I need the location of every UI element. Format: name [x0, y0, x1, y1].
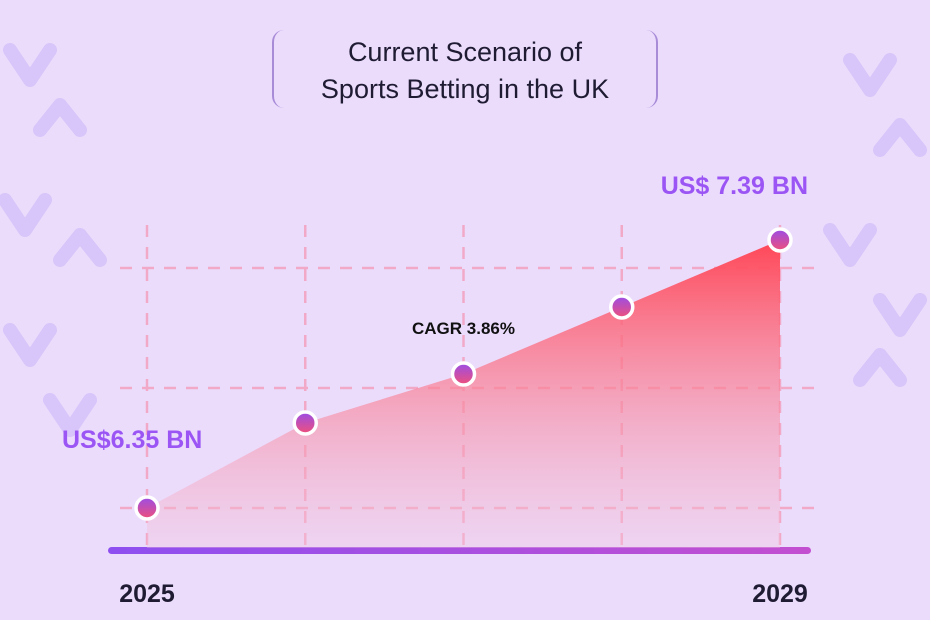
data-point [450, 361, 477, 387]
x-tick-label: 2025 [119, 580, 175, 608]
value-label: US$ 7.39 BN [661, 172, 808, 200]
chart-title: Current Scenario of Sports Betting in th… [272, 30, 658, 108]
data-point [609, 294, 635, 320]
decor [0, 43, 927, 437]
area [147, 240, 780, 548]
baseline [108, 547, 811, 554]
data-point [292, 410, 318, 436]
value-label: US$6.35 BN [62, 426, 202, 454]
annotation: CAGR 3.86% [412, 319, 515, 338]
x-tick-label: 2029 [752, 580, 808, 608]
data-point [767, 227, 793, 253]
data-point [134, 495, 160, 521]
